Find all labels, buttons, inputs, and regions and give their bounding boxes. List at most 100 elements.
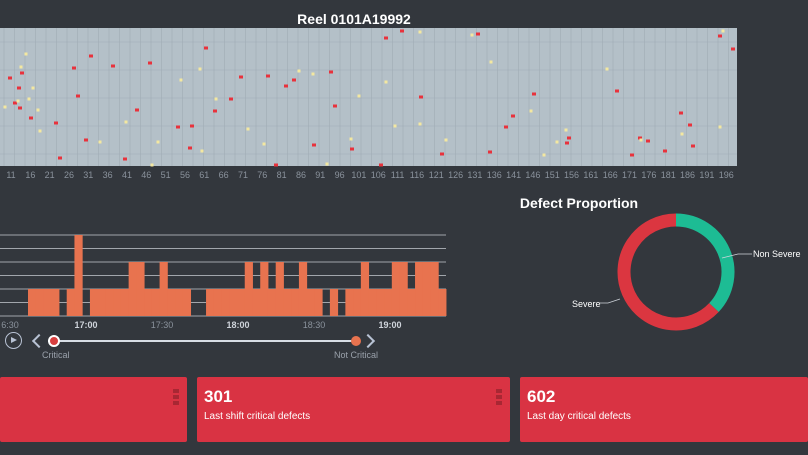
critical-defect-marker[interactable] (630, 153, 634, 157)
non-critical-defect-marker[interactable] (36, 108, 40, 112)
critical-defect-marker[interactable] (176, 125, 180, 129)
critical-defect-marker[interactable] (329, 70, 333, 74)
timeline-bar[interactable] (314, 289, 323, 316)
timeline-bar[interactable] (175, 289, 184, 316)
donut-slice[interactable] (675, 213, 735, 313)
non-critical-defect-marker[interactable] (27, 97, 31, 101)
critical-defect-marker[interactable] (567, 136, 571, 140)
timeline-bar[interactable] (28, 289, 37, 316)
non-critical-defect-marker[interactable] (150, 163, 154, 167)
timeline-bar[interactable] (399, 262, 408, 316)
timeline-bar[interactable] (329, 289, 339, 316)
critical-defect-marker[interactable] (384, 36, 388, 40)
critical-defect-marker[interactable] (731, 47, 735, 51)
timeline-bar[interactable] (182, 289, 192, 316)
non-critical-defect-marker[interactable] (418, 122, 422, 126)
timeline-bar[interactable] (298, 262, 308, 316)
critical-defect-marker[interactable] (213, 109, 217, 113)
timeline-bar[interactable] (384, 289, 393, 316)
critical-defect-marker[interactable] (476, 32, 480, 36)
severity-slider-track[interactable] (48, 340, 358, 342)
timeline-bar[interactable] (267, 289, 277, 316)
timeline-bar[interactable] (213, 289, 222, 316)
non-critical-defect-marker[interactable] (564, 128, 568, 132)
timeline-bar[interactable] (422, 262, 431, 316)
non-critical-defect-marker[interactable] (349, 137, 353, 141)
non-critical-defect-marker[interactable] (529, 109, 533, 113)
non-critical-defect-marker[interactable] (16, 99, 20, 103)
timeline-bar[interactable] (244, 262, 253, 316)
timeline-bar[interactable] (291, 289, 300, 316)
critical-defect-marker[interactable] (190, 124, 194, 128)
non-critical-defect-marker[interactable] (384, 80, 388, 84)
donut-slice[interactable] (617, 213, 719, 331)
timeline-bar[interactable] (430, 262, 439, 316)
non-critical-defect-marker[interactable] (124, 120, 128, 124)
non-critical-defect-marker[interactable] (31, 86, 35, 90)
non-critical-defect-marker[interactable] (470, 33, 474, 37)
timeline-bar[interactable] (144, 289, 153, 316)
critical-defect-marker[interactable] (312, 143, 316, 147)
critical-defect-marker[interactable] (72, 66, 76, 70)
timeline-bar[interactable] (35, 289, 44, 316)
non-critical-defect-marker[interactable] (325, 162, 329, 166)
critical-defect-marker[interactable] (419, 95, 423, 99)
critical-defect-marker[interactable] (29, 116, 33, 120)
critical-defect-marker[interactable] (379, 163, 383, 167)
timeline-bar[interactable] (229, 289, 238, 316)
non-critical-defect-marker[interactable] (24, 52, 28, 56)
non-critical-defect-marker[interactable] (555, 140, 559, 144)
critical-defect-marker[interactable] (333, 104, 337, 108)
critical-defect-marker[interactable] (400, 29, 404, 33)
critical-defect-marker[interactable] (20, 71, 24, 75)
critical-defect-marker[interactable] (89, 54, 93, 58)
timeline-bar[interactable] (275, 262, 284, 316)
timeline-bar[interactable] (438, 289, 447, 316)
chevron-left-icon[interactable] (31, 333, 47, 349)
timeline-bar[interactable] (66, 289, 75, 316)
critical-defect-marker[interactable] (84, 138, 88, 142)
timeline-bar[interactable] (260, 262, 269, 316)
non-critical-defect-marker[interactable] (444, 138, 448, 142)
critical-defect-marker[interactable] (615, 89, 619, 93)
critical-defect-marker[interactable] (274, 163, 278, 167)
timeline-bar[interactable] (167, 289, 176, 316)
critical-defect-marker[interactable] (111, 64, 115, 68)
timeline-bar[interactable] (376, 289, 385, 316)
non-critical-defect-marker[interactable] (179, 78, 183, 82)
critical-defect-marker[interactable] (565, 141, 569, 145)
critical-defect-marker[interactable] (13, 101, 17, 105)
critical-defect-marker[interactable] (688, 123, 692, 127)
critical-defect-marker[interactable] (488, 150, 492, 154)
critical-defect-marker[interactable] (532, 92, 536, 96)
critical-defect-marker[interactable] (188, 146, 192, 150)
non-critical-defect-marker[interactable] (3, 105, 7, 109)
non-critical-defect-marker[interactable] (38, 129, 42, 133)
timeline-bar[interactable] (252, 289, 261, 316)
critical-defect-marker[interactable] (239, 75, 243, 79)
timeline-bar[interactable] (391, 262, 401, 316)
non-critical-defect-marker[interactable] (418, 30, 422, 34)
timeline-bar[interactable] (151, 289, 161, 316)
critical-defect-marker[interactable] (504, 125, 508, 129)
timeline-bar[interactable] (89, 289, 99, 316)
critical-defect-marker[interactable] (663, 149, 667, 153)
critical-defect-marker[interactable] (646, 139, 650, 143)
timeline-bar[interactable] (368, 289, 377, 316)
timeline-bar[interactable] (74, 235, 83, 316)
timeline-bar[interactable] (415, 262, 424, 316)
timeline-bar[interactable] (345, 289, 354, 316)
critical-defect-marker[interactable] (17, 86, 21, 90)
non-critical-defect-marker[interactable] (200, 149, 204, 153)
non-critical-defect-marker[interactable] (297, 69, 301, 73)
play-icon[interactable] (5, 332, 22, 349)
non-critical-defect-marker[interactable] (680, 132, 684, 136)
critical-defect-marker[interactable] (638, 136, 642, 140)
critical-defect-marker[interactable] (58, 156, 62, 160)
non-critical-defect-marker[interactable] (542, 153, 546, 157)
timeline-bar[interactable] (43, 289, 52, 316)
critical-defect-marker[interactable] (8, 76, 12, 80)
timeline-bar[interactable] (221, 289, 230, 316)
non-critical-defect-marker[interactable] (721, 29, 725, 33)
timeline-bar[interactable] (206, 289, 215, 316)
